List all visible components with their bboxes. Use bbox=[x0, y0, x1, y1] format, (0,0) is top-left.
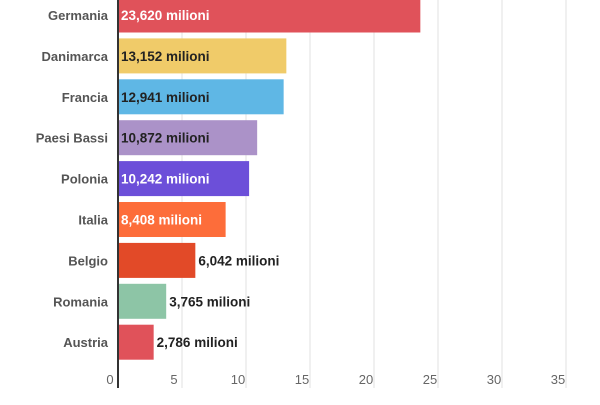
data-label: 2,786 milioni bbox=[157, 335, 238, 350]
bar-francia bbox=[118, 79, 284, 115]
category-label: Germania bbox=[48, 8, 109, 23]
x-tick-label: 25 bbox=[423, 372, 437, 387]
bar-italia bbox=[118, 202, 226, 237]
data-label: 12,941 milioni bbox=[121, 90, 210, 105]
x-tick-label: 5 bbox=[170, 372, 177, 387]
category-label: Francia bbox=[62, 90, 109, 105]
x-tick-label: 30 bbox=[487, 372, 501, 387]
data-label: 3,765 milioni bbox=[169, 294, 250, 309]
category-label: Romania bbox=[53, 294, 109, 309]
data-label: 13,152 milioni bbox=[121, 49, 210, 64]
x-tick-label: 15 bbox=[295, 372, 309, 387]
category-label: Belgio bbox=[68, 253, 108, 268]
category-label: Italia bbox=[78, 213, 108, 228]
bar-romania bbox=[118, 283, 167, 319]
data-label: 10,872 milioni bbox=[121, 131, 210, 146]
bar-danimarca bbox=[118, 38, 287, 74]
x-tick-label: 10 bbox=[231, 372, 245, 387]
bar-paesi-bassi bbox=[118, 120, 258, 156]
category-label: Danimarca bbox=[42, 49, 109, 64]
bar-polonia bbox=[118, 161, 250, 197]
x-tick-label: 20 bbox=[359, 372, 373, 387]
data-label: 23,620 milioni bbox=[121, 8, 210, 23]
x-tick-label: 35 bbox=[551, 372, 565, 387]
data-label: 10,242 milioni bbox=[121, 172, 210, 187]
category-label: Austria bbox=[63, 335, 109, 350]
category-label: Polonia bbox=[61, 172, 109, 187]
bar-germania bbox=[118, 0, 421, 33]
data-label: 6,042 milioni bbox=[198, 253, 279, 268]
category-label: Paesi Bassi bbox=[36, 131, 108, 146]
bar-belgio bbox=[118, 242, 196, 278]
x-tick-label: 0 bbox=[106, 372, 113, 387]
bar-austria bbox=[118, 324, 154, 360]
data-label: 8,408 milioni bbox=[121, 213, 202, 228]
